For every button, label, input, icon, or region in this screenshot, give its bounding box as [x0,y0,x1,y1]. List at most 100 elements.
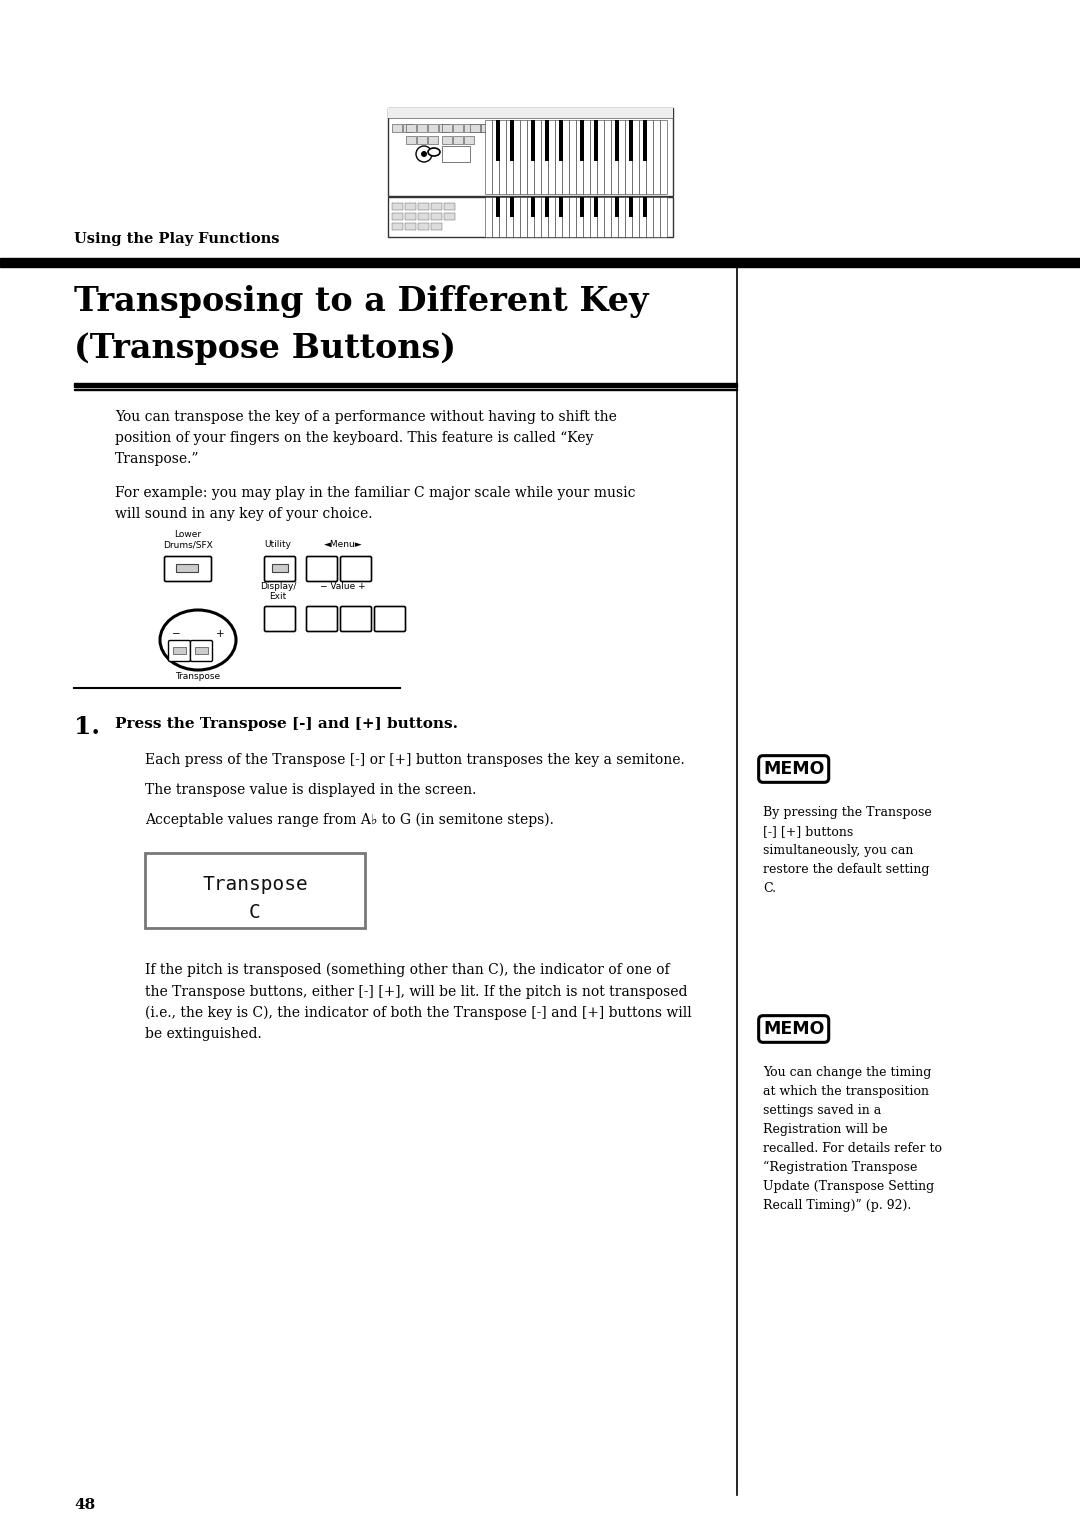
Bar [618,121,624,194]
Text: Using the Play Functions: Using the Play Functions [75,232,280,246]
FancyBboxPatch shape [375,607,405,631]
Bar [418,212,429,220]
Bar [417,136,427,144]
Bar [195,646,208,654]
Bar [611,197,618,237]
Bar [632,121,638,194]
Bar [544,121,549,160]
FancyBboxPatch shape [168,640,190,662]
Bar [418,203,429,209]
Bar [388,197,673,237]
Bar [475,124,485,131]
Bar [388,108,673,118]
Text: The transpose value is displayed in the screen.: The transpose value is displayed in the … [145,782,476,798]
Text: Utility: Utility [265,539,292,549]
Ellipse shape [428,148,440,156]
Bar [392,212,403,220]
Bar [555,197,562,237]
Bar [145,853,365,927]
Bar [428,136,438,144]
Bar [527,197,534,237]
Text: Press the Transpose [-] and [+] buttons.: Press the Transpose [-] and [+] buttons. [114,717,458,730]
Bar [464,136,474,144]
Bar [643,121,647,160]
Bar [453,124,463,131]
Text: 48: 48 [75,1497,95,1513]
Bar [272,564,288,571]
Bar [485,121,491,194]
Bar [562,121,568,194]
Bar [442,136,453,144]
Bar [576,197,582,237]
Text: Acceptable values range from A♭ to G (in semitone steps).: Acceptable values range from A♭ to G (in… [145,813,554,827]
Bar [496,197,500,217]
Bar [597,197,604,237]
Bar [438,124,449,131]
Bar [492,197,499,237]
Bar [403,124,413,131]
Bar [569,197,576,237]
Text: MEMO: MEMO [762,759,824,778]
Bar [594,197,598,217]
Bar [639,197,646,237]
Bar [544,197,549,217]
Bar [507,197,513,237]
Bar [176,564,198,571]
Bar [392,223,403,231]
Bar [485,197,491,237]
Bar [470,124,480,131]
Bar [534,197,540,237]
Bar [519,197,527,237]
Bar [534,121,540,194]
Bar [442,124,453,131]
Bar [481,124,491,131]
Bar [431,203,442,209]
Bar [392,124,402,131]
Text: Lower
Drums/SFX: Lower Drums/SFX [163,530,213,550]
Bar [431,212,442,220]
Bar [418,223,429,231]
Bar [580,121,584,160]
Bar [611,121,618,194]
Text: If the pitch is transposed (something other than C), the indicator of one of
the: If the pitch is transposed (something ot… [145,963,692,1042]
FancyBboxPatch shape [340,556,372,582]
Bar [643,197,647,217]
Bar [531,121,535,160]
Text: Transposing to a Different Key: Transposing to a Different Key [75,286,648,318]
Bar [442,147,470,162]
Bar [431,223,442,231]
Text: (Transpose Buttons): (Transpose Buttons) [75,332,456,365]
Bar [639,121,646,194]
Bar [653,197,660,237]
Bar [531,197,535,217]
Text: − Value +: − Value + [320,582,366,591]
Bar [629,197,633,217]
Bar [597,121,604,194]
Bar [615,121,619,160]
Text: You can change the timing
at which the transposition
settings saved in a
Registr: You can change the timing at which the t… [762,1067,942,1212]
Text: Transpose: Transpose [175,672,220,681]
Bar [555,121,562,194]
Bar [519,121,527,194]
Bar [558,197,563,217]
Text: By pressing the Transpose
[-] [+] buttons
simultaneously, you can
restore the de: By pressing the Transpose [-] [+] button… [762,805,932,895]
FancyBboxPatch shape [307,556,337,582]
Bar [499,121,505,194]
Bar [453,136,463,144]
Text: +: + [216,630,225,639]
Text: Each press of the Transpose [-] or [+] button transposes the key a semitone.: Each press of the Transpose [-] or [+] b… [145,753,685,767]
Bar [444,203,455,209]
Text: C: C [249,903,261,921]
Bar [513,197,519,237]
FancyBboxPatch shape [190,640,213,662]
Bar [406,124,416,131]
Bar [632,197,638,237]
Bar [580,197,584,217]
Bar [0,258,1080,267]
Text: For example: you may play in the familiar C major scale while your music
will so: For example: you may play in the familia… [114,486,635,521]
Bar [406,136,416,144]
Bar [653,121,660,194]
Circle shape [421,151,427,157]
Text: Display/
Exit: Display/ Exit [260,582,296,602]
Bar [492,121,499,194]
